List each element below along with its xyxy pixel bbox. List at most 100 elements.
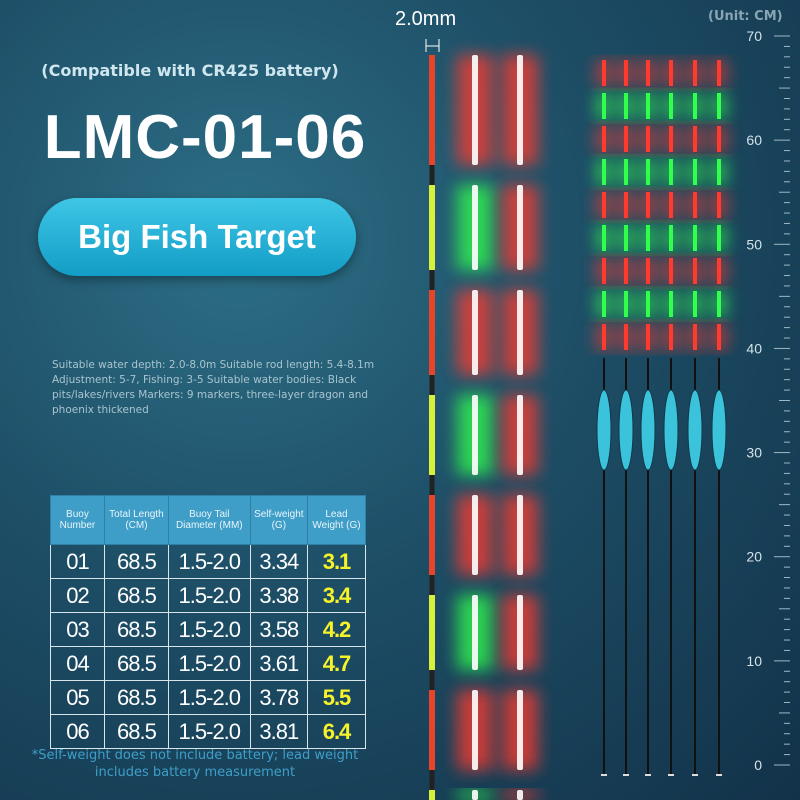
mini-tube xyxy=(669,60,673,86)
table-body: 01 68.5 1.5-2.0 3.34 3.1 02 68.5 1.5-2.0 3.38 3.4… xyxy=(50,544,366,749)
mini-tube xyxy=(624,192,628,218)
table-cell: 1.5-2.0 xyxy=(167,544,251,579)
mini-tube xyxy=(693,225,697,251)
table-cell: 68.5 xyxy=(103,544,169,579)
mini-tube xyxy=(669,258,673,284)
glow-tube xyxy=(472,595,478,670)
glow-tube xyxy=(517,495,523,575)
mini-tube xyxy=(717,324,721,350)
table-cell: 05 xyxy=(50,680,105,715)
table-cell: 68.5 xyxy=(103,646,169,681)
mini-tube xyxy=(624,126,628,152)
float-segment xyxy=(429,790,435,800)
mini-body xyxy=(596,389,612,471)
mini-tube xyxy=(646,324,650,350)
scale-label: 70 xyxy=(746,28,762,44)
mini-tube xyxy=(602,159,606,185)
mini-body xyxy=(687,389,703,471)
float-segment xyxy=(429,185,435,270)
table-cell: 3.34 xyxy=(249,544,309,579)
mini-tube xyxy=(646,159,650,185)
scale-label: 20 xyxy=(746,549,762,565)
glow-tube xyxy=(472,55,478,165)
table-cell: 1.5-2.0 xyxy=(167,714,251,749)
scale-label: 40 xyxy=(746,340,762,356)
mini-tube xyxy=(669,324,673,350)
mini-tube xyxy=(602,324,606,350)
mini-tube xyxy=(693,192,697,218)
mini-tube xyxy=(693,159,697,185)
float-segment xyxy=(429,690,435,770)
mini-tube xyxy=(717,225,721,251)
mini-tube xyxy=(717,258,721,284)
table-row: 04 68.5 1.5-2.0 3.61 4.7 xyxy=(50,646,366,681)
glow-tube xyxy=(517,395,523,475)
table-cell: 01 xyxy=(50,544,105,579)
mini-tube xyxy=(646,192,650,218)
ruler: 70 60 50 40 30 20 10 0 xyxy=(746,28,790,773)
mini-tube xyxy=(624,258,628,284)
header-cell: Total Length (CM) xyxy=(103,495,169,545)
mini-tube xyxy=(624,159,628,185)
table-cell: 68.5 xyxy=(103,578,169,613)
scale-label: 10 xyxy=(746,653,762,669)
table-cell: 06 xyxy=(50,714,105,749)
mini-tube xyxy=(669,225,673,251)
scale-label: 50 xyxy=(746,236,762,252)
mini-tube xyxy=(717,192,721,218)
glow-tube xyxy=(517,595,523,670)
table-cell: 1.5-2.0 xyxy=(167,612,251,647)
mini-tube xyxy=(669,93,673,119)
mini-tube xyxy=(602,291,606,317)
mini-tube xyxy=(602,60,606,86)
mini-tube xyxy=(693,126,697,152)
mini-tube xyxy=(602,225,606,251)
footnote: *Self-weight does not include battery; l… xyxy=(31,748,359,780)
floats xyxy=(429,55,727,800)
mini-tube xyxy=(624,225,628,251)
mini-tube xyxy=(624,291,628,317)
table-cell: 3.81 xyxy=(249,714,309,749)
table-cell: 6.4 xyxy=(307,714,366,749)
table-row: 06 68.5 1.5-2.0 3.81 6.4 xyxy=(50,714,366,749)
scale-label: 60 xyxy=(746,132,762,148)
mini-tube xyxy=(646,93,650,119)
mini-tube xyxy=(602,258,606,284)
mini-tube xyxy=(693,291,697,317)
table-cell: 02 xyxy=(50,578,105,613)
mini-tube xyxy=(717,159,721,185)
mini-tube xyxy=(624,60,628,86)
glow-tube xyxy=(517,185,523,270)
mini-tube xyxy=(602,126,606,152)
badge: Big Fish Target xyxy=(38,198,356,276)
scale-label: 0 xyxy=(754,757,762,773)
glow-tube xyxy=(517,690,523,770)
header-row: Buoy Number Total Length (CM) Buoy Tail Di… xyxy=(50,495,366,545)
mini-tube xyxy=(669,291,673,317)
unit-label: (Unit: CM) xyxy=(708,9,783,24)
float-segment xyxy=(429,395,435,475)
glow-tube xyxy=(517,290,523,375)
table-cell: 04 xyxy=(50,646,105,681)
table-cell: 3.58 xyxy=(249,612,309,647)
model-title: LMC-01-06 xyxy=(43,103,367,172)
mini-tube xyxy=(624,93,628,119)
mini-tube xyxy=(646,258,650,284)
float-segment xyxy=(429,55,435,165)
table-row: 01 68.5 1.5-2.0 3.34 3.1 xyxy=(50,544,366,579)
mini-tube xyxy=(717,60,721,86)
mini-tube xyxy=(646,225,650,251)
mini-tube xyxy=(669,126,673,152)
glow-tube xyxy=(517,790,523,800)
mini-body xyxy=(711,389,727,471)
table-cell: 68.5 xyxy=(103,612,169,647)
mini-tube xyxy=(717,291,721,317)
mini-tube xyxy=(693,258,697,284)
description: Suitable water depth: 2.0-8.0m Suitable … xyxy=(52,359,375,416)
mini-tube xyxy=(717,93,721,119)
glow-tube xyxy=(472,290,478,375)
mini-tube xyxy=(669,159,673,185)
mini-tube xyxy=(693,93,697,119)
table-cell: 4.7 xyxy=(307,646,366,681)
